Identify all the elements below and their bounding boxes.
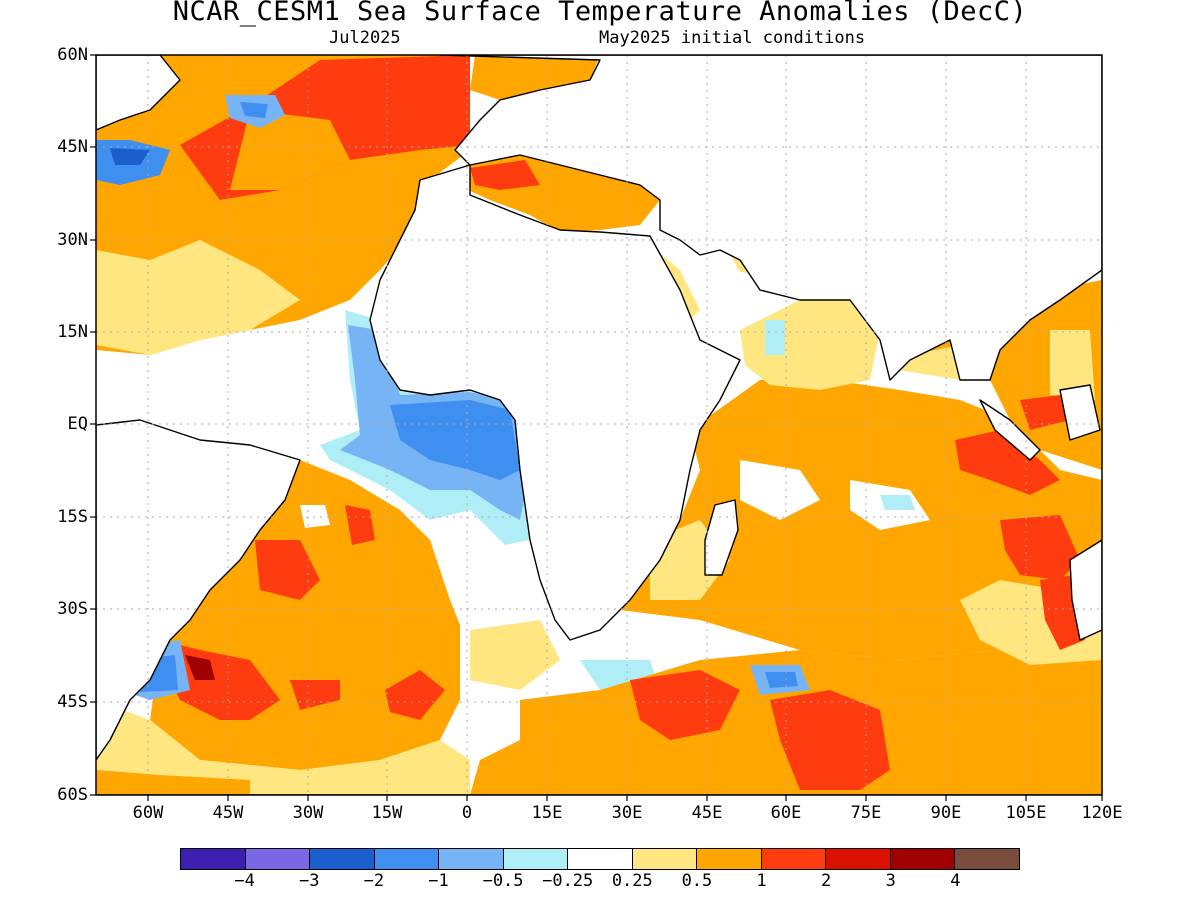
- anomaly-io-blue: [880, 495, 915, 510]
- colorbar-swatch: [632, 849, 698, 869]
- colorbar-label: 3: [885, 871, 896, 891]
- lon-label: 60W: [132, 803, 164, 823]
- colorbar-swatch: [761, 849, 827, 869]
- land-masks: [96, 55, 1102, 795]
- lon-label: 15E: [531, 803, 563, 823]
- landmass-europe-asia: [439, 55, 1102, 381]
- lat-label: 30N: [57, 230, 88, 250]
- anomaly-scs-yellow: [1050, 330, 1095, 400]
- lat-label: 30S: [57, 599, 88, 619]
- lon-label: 90E: [930, 803, 962, 823]
- colorbar-label: 2: [821, 871, 832, 891]
- anomaly-tropical-atlantic-white: [96, 300, 380, 470]
- colorbar-swatch: [697, 849, 762, 869]
- colorbar-swatch: [374, 849, 440, 869]
- anomaly-na-yellow-band: [96, 240, 300, 355]
- colorbar-swatch: [439, 849, 504, 869]
- colorbar-label: −1: [428, 871, 449, 891]
- lon-label: 45E: [691, 803, 723, 823]
- lon-label: 120E: [1081, 803, 1123, 823]
- gridlines: [96, 55, 1102, 795]
- lon-label: 45W: [212, 803, 244, 823]
- anomaly-na-orange-mid: [230, 110, 350, 190]
- landmass-borneo: [1059, 384, 1101, 441]
- colorbar-swatch: [310, 849, 375, 869]
- anomaly-southern-ocean-red-1: [630, 670, 740, 740]
- colorbar-swatch: [181, 849, 246, 869]
- anomaly-indo-red: [1020, 395, 1070, 430]
- colorbar-label: 0.25: [611, 871, 653, 891]
- anomaly-field: [96, 55, 1102, 795]
- anomaly-arabian-blue: [765, 320, 785, 355]
- anomaly-southern-ocean-red-2: [770, 690, 890, 790]
- lon-label: 0: [461, 803, 473, 823]
- lon-label: 15W: [371, 803, 403, 823]
- anomaly-labrador-blue-core: [110, 148, 150, 165]
- lat-label: 15N: [57, 322, 88, 342]
- initial-conditions-label: May2025 initial conditions: [599, 28, 866, 48]
- landmass-australia: [1069, 539, 1102, 641]
- landmass-madagascar: [704, 499, 739, 576]
- lat-label: 60S: [57, 785, 88, 805]
- lon-label: 105E: [1005, 803, 1047, 823]
- colorbar-label: 4: [950, 871, 961, 891]
- colorbar-label: −3: [298, 871, 320, 891]
- colorbar-swatch: [503, 849, 569, 869]
- lat-label: 60N: [57, 45, 88, 65]
- lat-label: 45S: [57, 692, 88, 712]
- anomaly-sa-red-1: [255, 540, 320, 600]
- anomaly-sa-south-orange: [96, 770, 250, 795]
- colorbar-label: −4: [234, 871, 255, 891]
- anomaly-io-white: [740, 460, 820, 520]
- colorbar-swatch: [245, 849, 311, 869]
- colorbar: [180, 848, 1020, 870]
- anomaly-north-sea: [470, 55, 600, 100]
- landmass-north-america: [96, 55, 181, 131]
- anomaly-eq-atlantic-blue-core: [390, 400, 520, 480]
- anomaly-med-red: [470, 160, 540, 190]
- colorbar-label: −2: [363, 871, 385, 891]
- landmass-south-america: [96, 419, 301, 761]
- anomaly-sa-red-2: [345, 505, 375, 545]
- anomaly-southern-ocean-blue-core: [765, 672, 798, 688]
- landmass-sumatra: [979, 399, 1041, 461]
- colorbar-swatch: [890, 849, 956, 869]
- map-title: NCAR_CESM1 Sea Surface Temperature Anoma…: [172, 0, 1028, 27]
- lon-label: 30E: [611, 803, 643, 823]
- forecast-month: Jul2025: [329, 28, 401, 48]
- colorbar-swatch: [826, 849, 891, 869]
- anomaly-na-blue-eddy-core: [240, 102, 268, 118]
- lon-label: 30W: [292, 803, 324, 823]
- lat-label: 45N: [57, 137, 88, 157]
- colorbar-label: −0.5: [482, 871, 524, 891]
- anomaly-sa-red-5: [385, 670, 445, 720]
- lat-label: 15S: [57, 507, 88, 527]
- colorbar-label: 1: [756, 871, 767, 891]
- map-frame: [95, 54, 1103, 796]
- anomaly-sa-darkred: [185, 655, 215, 680]
- colorbar-label: −0.25: [542, 871, 594, 891]
- lon-label: 75E: [850, 803, 882, 823]
- lon-label: 60E: [770, 803, 802, 823]
- colorbar-swatch: [955, 849, 1019, 869]
- anomaly-agulhas-yellow: [470, 620, 560, 690]
- anomaly-sumatra-red: [955, 430, 1060, 495]
- tick-marks: [90, 54, 1103, 801]
- colorbar-label: 0.5: [681, 871, 713, 891]
- anomaly-aus-red: [1000, 515, 1080, 580]
- colorbar-swatch: [568, 849, 633, 869]
- lat-label: EQ: [67, 414, 88, 434]
